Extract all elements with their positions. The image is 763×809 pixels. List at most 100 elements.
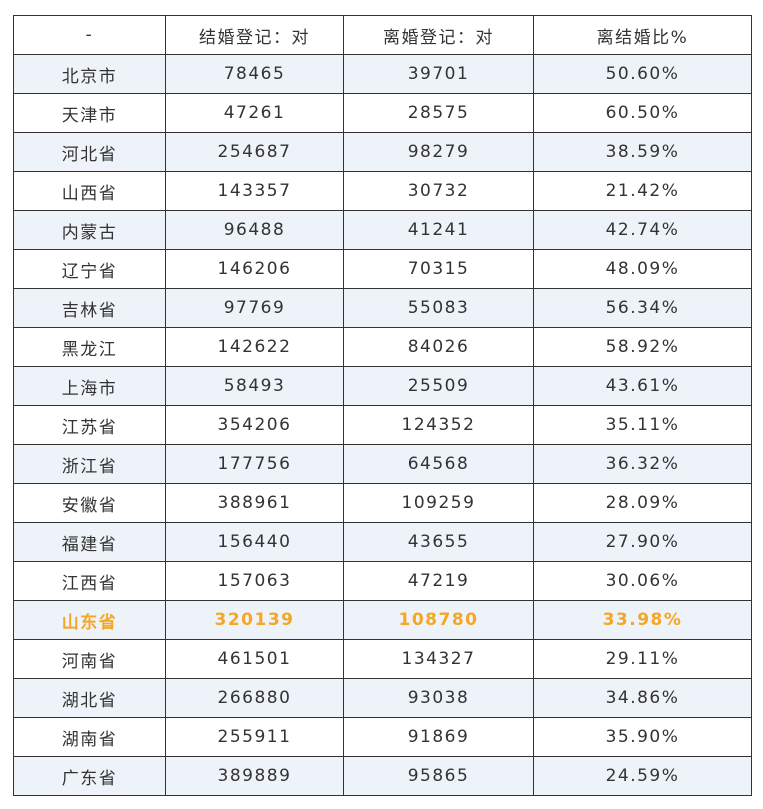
cell-region: 辽宁省 bbox=[13, 249, 166, 289]
cell-divorce-count: 124352 bbox=[343, 405, 534, 445]
table-row: 北京市 78465 39701 50.60% bbox=[13, 54, 752, 94]
cell-ratio: 27.90% bbox=[533, 522, 752, 562]
cell-region: 福建省 bbox=[13, 522, 166, 562]
cell-ratio: 34.86% bbox=[533, 678, 752, 718]
table-row: 湖南省 255911 91869 35.90% bbox=[13, 717, 752, 757]
header-cell-marriage: 结婚登记：对 bbox=[165, 15, 344, 55]
cell-region: 湖北省 bbox=[13, 678, 166, 718]
cell-marriage-count: 461501 bbox=[165, 639, 344, 679]
cell-region: 吉林省 bbox=[13, 288, 166, 328]
cell-ratio: 38.59% bbox=[533, 132, 752, 172]
header-row: - 结婚登记：对 离婚登记：对 离结婚比% bbox=[13, 15, 752, 55]
cell-divorce-count: 93038 bbox=[343, 678, 534, 718]
cell-marriage-count: 146206 bbox=[165, 249, 344, 289]
cell-region: 河南省 bbox=[13, 639, 166, 679]
cell-marriage-count: 97769 bbox=[165, 288, 344, 328]
cell-marriage-count: 388961 bbox=[165, 483, 344, 523]
table-header: - 结婚登记：对 离婚登记：对 离结婚比% bbox=[13, 15, 752, 55]
cell-ratio: 35.11% bbox=[533, 405, 752, 445]
table-row: 江苏省 354206 124352 35.11% bbox=[13, 405, 752, 445]
cell-marriage-count: 96488 bbox=[165, 210, 344, 250]
cell-divorce-count: 30732 bbox=[343, 171, 534, 211]
cell-ratio: 21.42% bbox=[533, 171, 752, 211]
cell-ratio: 50.60% bbox=[533, 54, 752, 94]
cell-marriage-count: 157063 bbox=[165, 561, 344, 601]
cell-marriage-count: 389889 bbox=[165, 756, 344, 796]
cell-region: 黑龙江 bbox=[13, 327, 166, 367]
cell-region: 山西省 bbox=[13, 171, 166, 211]
cell-divorce-count: 64568 bbox=[343, 444, 534, 484]
cell-ratio: 36.32% bbox=[533, 444, 752, 484]
cell-marriage-count: 354206 bbox=[165, 405, 344, 445]
cell-marriage-count: 143357 bbox=[165, 171, 344, 211]
cell-ratio: 42.74% bbox=[533, 210, 752, 250]
cell-region: 上海市 bbox=[13, 366, 166, 406]
cell-region: 浙江省 bbox=[13, 444, 166, 484]
cell-ratio: 60.50% bbox=[533, 93, 752, 133]
table-row: 黑龙江 142622 84026 58.92% bbox=[13, 327, 752, 367]
cell-region: 天津市 bbox=[13, 93, 166, 133]
cell-ratio: 48.09% bbox=[533, 249, 752, 289]
cell-divorce-count: 84026 bbox=[343, 327, 534, 367]
cell-divorce-count: 25509 bbox=[343, 366, 534, 406]
table-body: 北京市 78465 39701 50.60% 天津市 47261 28575 60.50% 河北… bbox=[13, 54, 752, 796]
table-row: 广东省 389889 95865 24.59% bbox=[13, 756, 752, 796]
cell-divorce-count: 98279 bbox=[343, 132, 534, 172]
table-row: 辽宁省 146206 70315 48.09% bbox=[13, 249, 752, 289]
cell-divorce-count: 41241 bbox=[343, 210, 534, 250]
cell-region: 江苏省 bbox=[13, 405, 166, 445]
cell-marriage-count: 320139 bbox=[165, 600, 344, 640]
table-row: 山西省 143357 30732 21.42% bbox=[13, 171, 752, 211]
table-row: 天津市 47261 28575 60.50% bbox=[13, 93, 752, 133]
header-cell-region: - bbox=[13, 15, 166, 55]
cell-divorce-count: 39701 bbox=[343, 54, 534, 94]
cell-ratio: 58.92% bbox=[533, 327, 752, 367]
cell-marriage-count: 266880 bbox=[165, 678, 344, 718]
table-row: 江西省 157063 47219 30.06% bbox=[13, 561, 752, 601]
table-row: 河北省 254687 98279 38.59% bbox=[13, 132, 752, 172]
cell-divorce-count: 55083 bbox=[343, 288, 534, 328]
header-cell-ratio: 离结婚比% bbox=[533, 15, 752, 55]
table-row: 浙江省 177756 64568 36.32% bbox=[13, 444, 752, 484]
cell-ratio: 56.34% bbox=[533, 288, 752, 328]
header-cell-divorce: 离婚登记：对 bbox=[343, 15, 534, 55]
cell-divorce-count: 109259 bbox=[343, 483, 534, 523]
cell-region: 山东省 bbox=[13, 600, 166, 640]
table-row: 安徽省 388961 109259 28.09% bbox=[13, 483, 752, 523]
cell-ratio: 33.98% bbox=[533, 600, 752, 640]
cell-divorce-count: 28575 bbox=[343, 93, 534, 133]
cell-marriage-count: 255911 bbox=[165, 717, 344, 757]
cell-divorce-count: 134327 bbox=[343, 639, 534, 679]
marriage-divorce-table: - 结婚登记：对 离婚登记：对 离结婚比% 北京市 78465 39701 50.60… bbox=[13, 15, 752, 796]
cell-divorce-count: 95865 bbox=[343, 756, 534, 796]
cell-divorce-count: 43655 bbox=[343, 522, 534, 562]
cell-region: 内蒙古 bbox=[13, 210, 166, 250]
cell-divorce-count: 47219 bbox=[343, 561, 534, 601]
cell-ratio: 29.11% bbox=[533, 639, 752, 679]
cell-divorce-count: 70315 bbox=[343, 249, 534, 289]
cell-ratio: 43.61% bbox=[533, 366, 752, 406]
cell-divorce-count: 91869 bbox=[343, 717, 534, 757]
cell-ratio: 24.59% bbox=[533, 756, 752, 796]
table-row: 河南省 461501 134327 29.11% bbox=[13, 639, 752, 679]
cell-region: 江西省 bbox=[13, 561, 166, 601]
cell-region: 广东省 bbox=[13, 756, 166, 796]
table-row: 上海市 58493 25509 43.61% bbox=[13, 366, 752, 406]
cell-marriage-count: 156440 bbox=[165, 522, 344, 562]
cell-ratio: 35.90% bbox=[533, 717, 752, 757]
cell-marriage-count: 142622 bbox=[165, 327, 344, 367]
cell-region: 湖南省 bbox=[13, 717, 166, 757]
table-row: 福建省 156440 43655 27.90% bbox=[13, 522, 752, 562]
cell-marriage-count: 47261 bbox=[165, 93, 344, 133]
data-table-container: - 结婚登记：对 离婚登记：对 离结婚比% 北京市 78465 39701 50.60… bbox=[13, 15, 752, 796]
cell-ratio: 28.09% bbox=[533, 483, 752, 523]
cell-region: 北京市 bbox=[13, 54, 166, 94]
cell-divorce-count: 108780 bbox=[343, 600, 534, 640]
table-row: 山东省 320139 108780 33.98% bbox=[13, 600, 752, 640]
cell-ratio: 30.06% bbox=[533, 561, 752, 601]
cell-marriage-count: 78465 bbox=[165, 54, 344, 94]
cell-marriage-count: 58493 bbox=[165, 366, 344, 406]
table-row: 湖北省 266880 93038 34.86% bbox=[13, 678, 752, 718]
cell-region: 河北省 bbox=[13, 132, 166, 172]
table-row: 内蒙古 96488 41241 42.74% bbox=[13, 210, 752, 250]
